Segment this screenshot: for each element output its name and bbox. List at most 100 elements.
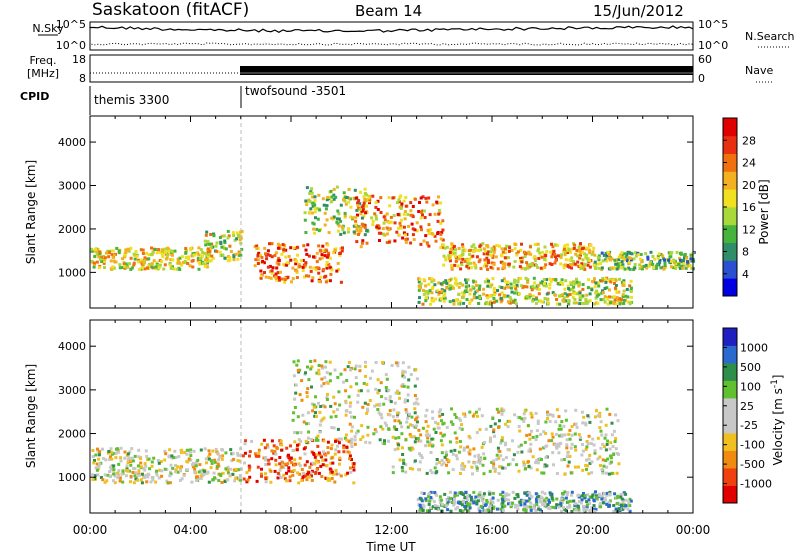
velocity-ytick-label: 2000 <box>58 428 86 441</box>
power-colorbar-swatch <box>723 224 737 243</box>
power-colorbar-swatch <box>723 153 737 172</box>
velocity-colorbar-swatch <box>723 433 737 451</box>
power-colorbar-swatch <box>723 207 737 226</box>
velocity-region-3 <box>391 407 621 476</box>
velocity-colorbar-tick: 500 <box>740 361 761 374</box>
cpid-row: CPID themis 3300 twofsound -3501 <box>20 84 346 115</box>
velocity-colorbar-swatch <box>723 450 737 469</box>
velocity-ytick-label: 3000 <box>58 384 86 397</box>
power-region-5 <box>441 242 596 271</box>
velocity-region-0 <box>91 446 243 485</box>
velocity-colorbar-swatch <box>723 345 737 364</box>
freq-label: Freq. <box>29 54 56 67</box>
velocity-colorbar-swatch <box>723 415 737 434</box>
x-tick-label: 20:00 <box>575 523 610 537</box>
noise-panel: N.Sky 10^5 10^0 10^5 10^0 N.Search <box>32 18 794 52</box>
cpid-segment-2: twofsound -3501 <box>245 84 346 98</box>
power-colorbar-tick: 28 <box>742 134 756 147</box>
power-colorbar-tick: 12 <box>742 223 756 236</box>
velocity-region-4 <box>416 490 633 513</box>
power-region-0 <box>90 246 213 271</box>
power-region-3 <box>303 185 370 237</box>
x-tick-label: 00:00 <box>73 523 108 537</box>
power-region-7 <box>592 250 696 271</box>
velocity-colorbar-tick: 1000 <box>740 341 768 354</box>
power-colorbar-tick: 24 <box>742 157 756 170</box>
nsky-label: N.Sky <box>32 22 64 35</box>
x-tick-label: 08:00 <box>274 523 309 537</box>
velocity-colorbar-tick: -25 <box>740 419 758 432</box>
velocity-colorbar-tick: -500 <box>740 458 765 471</box>
x-tick-label: 12:00 <box>374 523 409 537</box>
power-ytick-label: 2000 <box>58 223 86 236</box>
power-ytick-label: 3000 <box>58 180 86 193</box>
power-region-2 <box>253 242 344 284</box>
power-ylabel: Slant Range [km] <box>24 160 38 264</box>
power-colorbar-swatch <box>723 118 737 137</box>
velocity-panel: 1000 2000 3000 4000 Slant Range [km] 1000 50… <box>24 319 785 514</box>
nave-label: Nave <box>745 64 773 77</box>
velocity-region-2 <box>291 359 420 446</box>
power-colorbar-swatch <box>723 278 737 297</box>
nave-right-top: 60 <box>698 53 712 66</box>
velocity-region-1 <box>241 438 357 485</box>
noise-right-bottom: 10^0 <box>698 39 728 52</box>
x-axis-title: Time UT <box>365 540 416 554</box>
power-colorbar-swatch <box>723 242 737 261</box>
x-tick-label: 04:00 <box>173 523 208 537</box>
velocity-colorbar-swatch <box>723 468 737 486</box>
freq-left-bottom: 8 <box>79 72 86 85</box>
velocity-colorbar-tick: -100 <box>740 439 765 452</box>
velocity-colorbar-tick: 25 <box>740 400 754 413</box>
date-label: 15/Jun/2012 <box>593 2 684 20</box>
velocity-colorbar-swatch <box>723 328 737 346</box>
velocity-colorbar-swatch <box>723 363 737 381</box>
power-region-1 <box>203 229 244 263</box>
velocity-colorbar-swatch <box>723 380 737 399</box>
x-tick-label: 00:00 <box>676 523 711 537</box>
nsearch-label: N.Search <box>745 30 795 43</box>
velocity-colorbar-tick: 100 <box>740 380 761 393</box>
x-tick-label: 16:00 <box>475 523 510 537</box>
power-region-4 <box>354 194 445 250</box>
velocity-colorbar: 1000 500 100 25 -25 -100 -500 -1000 <box>722 327 772 504</box>
freq-left-top: 18 <box>72 53 86 66</box>
station-title: Saskatoon (fitACF) <box>92 0 249 20</box>
freq-panel: Freq. [MHz] 18 8 60 0 Nave <box>27 53 774 85</box>
cpid-label: CPID <box>20 90 49 103</box>
power-colorbar-tick: 4 <box>742 268 749 281</box>
power-ytick-label: 1000 <box>58 266 86 279</box>
power-region-6 <box>417 276 634 306</box>
velocity-ytick-label: 1000 <box>58 471 86 484</box>
velocity-ylabel: Slant Range [km] <box>24 364 38 468</box>
power-marks <box>90 185 696 306</box>
power-colorbar-tick: 8 <box>742 246 749 259</box>
freq-unit-label: [MHz] <box>27 67 59 80</box>
velocity-colorbar-swatch <box>723 485 737 504</box>
velocity-colorbar-swatch <box>723 398 737 416</box>
velocity-colorbar-label: Velocity [m s-1] <box>770 375 785 466</box>
noise-sky-line <box>89 25 694 33</box>
power-colorbar-swatch <box>723 260 737 279</box>
power-ytick-label: 4000 <box>58 136 86 149</box>
power-colorbar-swatch <box>723 135 737 154</box>
x-axis-labels: 00:00 04:00 08:00 12:00 16:00 20:00 00:00 <box>73 523 711 537</box>
power-colorbar-swatch <box>723 171 737 190</box>
velocity-marks <box>91 359 633 513</box>
power-colorbar-label: Power [dB] <box>757 179 771 244</box>
noise-left-top: 10^5 <box>56 18 86 31</box>
cpid-segment-1: themis 3300 <box>94 93 169 107</box>
power-colorbar-tick: 16 <box>742 201 756 214</box>
velocity-ytick-label: 4000 <box>58 340 86 353</box>
beam-label: Beam 14 <box>355 2 422 20</box>
power-colorbar-swatch <box>723 189 737 208</box>
noise-left-bottom: 10^0 <box>56 39 86 52</box>
power-colorbar: 28 24 20 16 12 8 4 <box>722 117 756 297</box>
nave-right-bottom: 0 <box>698 72 705 85</box>
noise-right-top: 10^5 <box>698 18 728 31</box>
velocity-colorbar-tick: -1000 <box>740 478 772 491</box>
nave-bar <box>240 66 693 75</box>
power-colorbar-tick: 20 <box>742 179 756 192</box>
power-panel: 1000 2000 3000 4000 Slant Range [km] 28 24 20… <box>24 115 771 309</box>
